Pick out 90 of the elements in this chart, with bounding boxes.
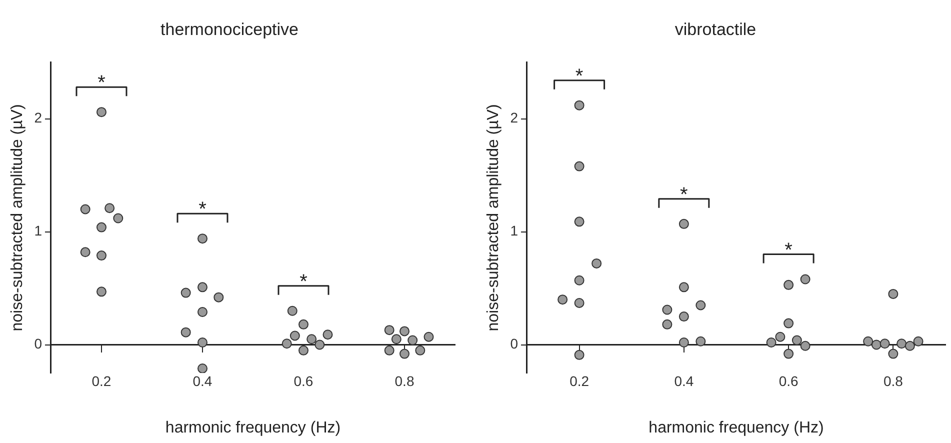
x-tick-label: 0.2: [92, 373, 112, 390]
point: [888, 348, 898, 359]
y-tick-label: 1: [510, 222, 518, 239]
annotation: *: [784, 239, 793, 262]
point: [558, 294, 568, 305]
point: [104, 203, 115, 214]
y-tick-label: 2: [510, 110, 518, 126]
point: [80, 247, 90, 258]
annotation: *: [198, 198, 207, 221]
point: [896, 338, 907, 349]
point: [800, 340, 810, 351]
point: [197, 307, 208, 318]
point: [871, 340, 882, 350]
point: [800, 274, 810, 284]
point: [784, 318, 794, 328]
point: [180, 288, 191, 298]
point: [696, 336, 706, 346]
point: [574, 350, 584, 360]
annotation: *: [680, 184, 688, 206]
point: [96, 222, 106, 232]
chart-title: vibrotactile: [674, 20, 756, 39]
point: [592, 258, 602, 268]
point: [282, 338, 292, 349]
point: [384, 325, 394, 336]
point: [384, 345, 394, 356]
point: [214, 292, 224, 302]
point: [96, 286, 106, 297]
point: [298, 319, 308, 330]
y-axis-title: noise-subtracted amplitude (µV): [485, 104, 502, 332]
annotation: *: [300, 270, 308, 293]
y-tick-label: 0: [510, 336, 518, 352]
point: [314, 340, 325, 350]
point: [784, 348, 794, 359]
point: [290, 330, 300, 341]
x-axis-title: harmonic frequency (Hz): [165, 419, 341, 436]
point: [287, 306, 298, 316]
x-tick-label: 0.8: [394, 373, 414, 390]
point: [96, 250, 106, 261]
point: [415, 345, 426, 356]
x-tick-label: 0.4: [674, 373, 694, 390]
point: [904, 340, 915, 351]
point: [408, 335, 418, 346]
point: [400, 348, 410, 359]
point: [888, 288, 898, 299]
point: [80, 204, 90, 214]
point: [662, 304, 672, 315]
point: [197, 234, 208, 244]
point: [784, 280, 794, 290]
point: [96, 107, 106, 118]
y-tick-label: 1: [34, 222, 42, 239]
x-tick-label: 0.4: [192, 373, 212, 390]
point: [197, 338, 208, 348]
point: [678, 312, 689, 322]
point: [306, 334, 317, 344]
point: [180, 327, 191, 338]
point: [197, 282, 208, 292]
point: [574, 275, 584, 286]
annotation: *: [98, 72, 106, 94]
point: [678, 338, 689, 348]
point: [197, 363, 208, 373]
point: [775, 332, 786, 342]
y-tick-label: 0: [34, 336, 42, 352]
point: [574, 100, 584, 110]
point: [574, 298, 584, 308]
point: [574, 161, 584, 172]
point: [322, 330, 333, 340]
point: [662, 319, 672, 330]
point: [678, 218, 689, 229]
x-axis-title: harmonic frequency (Hz): [648, 419, 824, 436]
x-tick-label: 0.6: [294, 373, 314, 390]
x-tick-label: 0.2: [570, 373, 590, 390]
chart-title: thermonociceptive: [160, 20, 298, 39]
x-tick-label: 0.6: [778, 373, 798, 390]
point: [298, 345, 308, 356]
point: [696, 300, 706, 310]
y-axis-title: noise-subtracted amplitude (µV): [9, 104, 26, 332]
point: [880, 338, 890, 349]
y-tick-label: 2: [34, 110, 42, 126]
x-tick-label: 0.8: [883, 373, 904, 390]
point: [574, 216, 584, 227]
point: [792, 335, 802, 346]
point: [766, 338, 776, 348]
annotation: *: [575, 65, 584, 88]
point: [678, 282, 689, 292]
point: [863, 336, 874, 346]
point: [113, 213, 124, 224]
point: [400, 326, 410, 336]
point: [424, 332, 434, 342]
point: [913, 336, 924, 346]
point: [391, 334, 402, 344]
